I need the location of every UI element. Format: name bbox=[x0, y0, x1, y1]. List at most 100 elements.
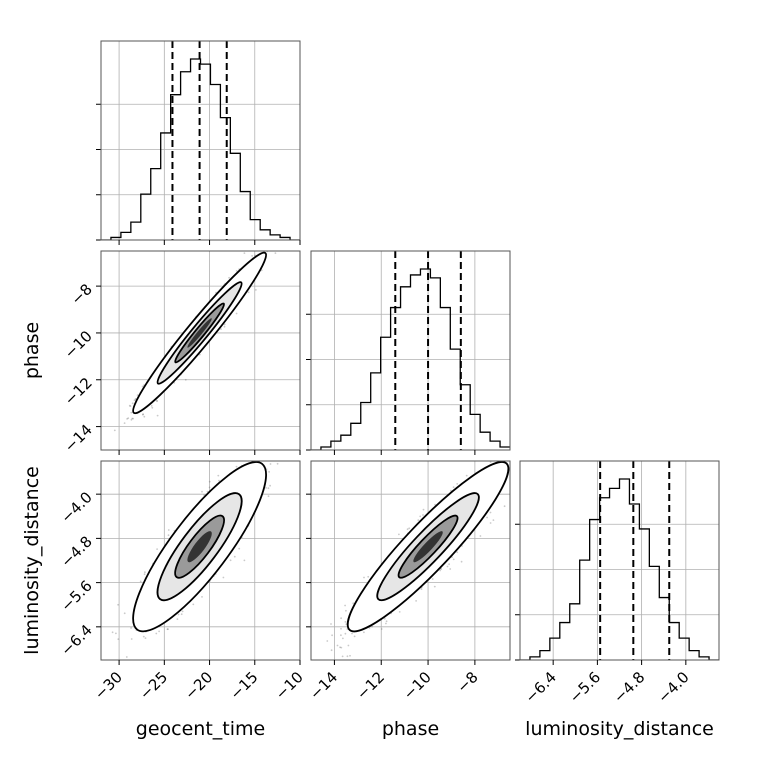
sample-point bbox=[240, 456, 242, 458]
sample-point bbox=[489, 461, 492, 463]
sample-point bbox=[452, 558, 455, 561]
y-tick-label: −5.6 bbox=[57, 577, 95, 615]
sample-point bbox=[257, 248, 259, 250]
sample-point bbox=[448, 563, 450, 566]
sample-point bbox=[351, 632, 353, 635]
sample-point bbox=[167, 534, 170, 537]
sample-point bbox=[123, 422, 126, 424]
sample-point bbox=[274, 252, 277, 255]
sample-point bbox=[238, 547, 241, 550]
sample-point bbox=[267, 495, 270, 498]
sample-point bbox=[513, 459, 515, 461]
sample-point bbox=[255, 289, 257, 291]
sample-point bbox=[280, 226, 282, 228]
sample-point bbox=[265, 453, 267, 455]
sample-point bbox=[309, 681, 311, 683]
x-tick-label: −20 bbox=[181, 668, 216, 703]
sample-point bbox=[450, 489, 452, 492]
sample-point bbox=[112, 451, 114, 453]
panel-frame bbox=[100, 250, 301, 451]
sample-point bbox=[128, 404, 131, 407]
y-axis-label-phase: phase bbox=[21, 322, 43, 379]
y-tick-label: −8 bbox=[67, 280, 95, 308]
sample-point bbox=[368, 627, 371, 629]
sample-point bbox=[208, 486, 211, 489]
sample-point bbox=[398, 533, 400, 536]
sample-point bbox=[439, 569, 441, 572]
sample-point bbox=[347, 644, 350, 647]
sample-point bbox=[340, 646, 343, 649]
sample-point bbox=[278, 241, 280, 243]
sample-point bbox=[144, 637, 147, 639]
histogram-geocent_time bbox=[101, 58, 300, 240]
sample-point bbox=[150, 405, 153, 407]
sample-point bbox=[489, 511, 492, 514]
sample-point bbox=[380, 628, 383, 630]
sample-point bbox=[422, 514, 424, 516]
contours bbox=[132, 251, 267, 415]
sample-point bbox=[167, 529, 170, 531]
sample-point bbox=[132, 417, 135, 420]
sample-point bbox=[247, 291, 250, 294]
sample-point bbox=[398, 611, 401, 613]
x-tick-label: −4.0 bbox=[654, 668, 692, 706]
contour-level-3 bbox=[187, 531, 212, 563]
sample-point bbox=[297, 400, 299, 402]
x-tick-label: −30 bbox=[91, 668, 126, 703]
sample-point bbox=[433, 585, 436, 588]
sample-point bbox=[349, 654, 351, 657]
sample-point bbox=[134, 398, 137, 400]
sample-point bbox=[449, 568, 452, 570]
sample-point bbox=[218, 479, 220, 482]
x-tick-label: −4.8 bbox=[610, 668, 648, 706]
sample-point bbox=[113, 429, 116, 432]
sample-point bbox=[184, 378, 187, 381]
contours bbox=[132, 461, 267, 633]
sample-point bbox=[233, 555, 236, 558]
sample-point bbox=[143, 415, 146, 418]
sample-point bbox=[422, 508, 425, 511]
x-tick-label: −14 bbox=[306, 668, 341, 703]
sample-point bbox=[340, 634, 342, 637]
x-tick-label: −5.6 bbox=[566, 668, 604, 706]
sample-point bbox=[513, 491, 515, 493]
sample-point bbox=[524, 444, 526, 446]
sample-point bbox=[143, 573, 146, 576]
sample-point bbox=[142, 413, 145, 416]
sample-point bbox=[326, 640, 329, 642]
sample-point bbox=[192, 603, 195, 606]
panel-frame bbox=[100, 40, 301, 241]
sample-point bbox=[383, 617, 386, 620]
x-tick-label: −6.4 bbox=[522, 668, 560, 706]
y-tick-label: −4.8 bbox=[57, 532, 95, 570]
sample-point bbox=[125, 656, 128, 658]
sample-point bbox=[201, 490, 203, 493]
sample-point bbox=[406, 528, 409, 531]
sample-point bbox=[269, 463, 272, 465]
sample-point bbox=[156, 400, 159, 403]
sample-point bbox=[111, 631, 114, 634]
contour-level-3 bbox=[187, 318, 212, 348]
sample-point bbox=[220, 328, 222, 330]
sample-point bbox=[363, 576, 365, 579]
sample-point bbox=[440, 568, 443, 570]
sample-point bbox=[363, 631, 365, 634]
sample-point bbox=[452, 486, 455, 489]
sample-point bbox=[415, 600, 417, 602]
x-tick-label: −12 bbox=[353, 668, 388, 703]
sample-point bbox=[419, 515, 422, 518]
sample-point bbox=[130, 627, 133, 629]
sample-point bbox=[344, 604, 346, 607]
sample-point bbox=[156, 548, 159, 550]
sample-point bbox=[336, 644, 339, 647]
hist-panel-luminosity_distance bbox=[515, 460, 720, 661]
sample-point bbox=[269, 484, 271, 487]
sample-point bbox=[331, 634, 333, 637]
x-axis-label-phase: phase bbox=[382, 718, 439, 740]
sample-point bbox=[155, 399, 158, 402]
sample-point bbox=[417, 519, 420, 521]
scatter-panel-phase-luminosity_distance bbox=[309, 444, 526, 683]
sample-point bbox=[243, 252, 246, 255]
sample-point bbox=[494, 459, 496, 461]
sample-point bbox=[158, 630, 161, 633]
